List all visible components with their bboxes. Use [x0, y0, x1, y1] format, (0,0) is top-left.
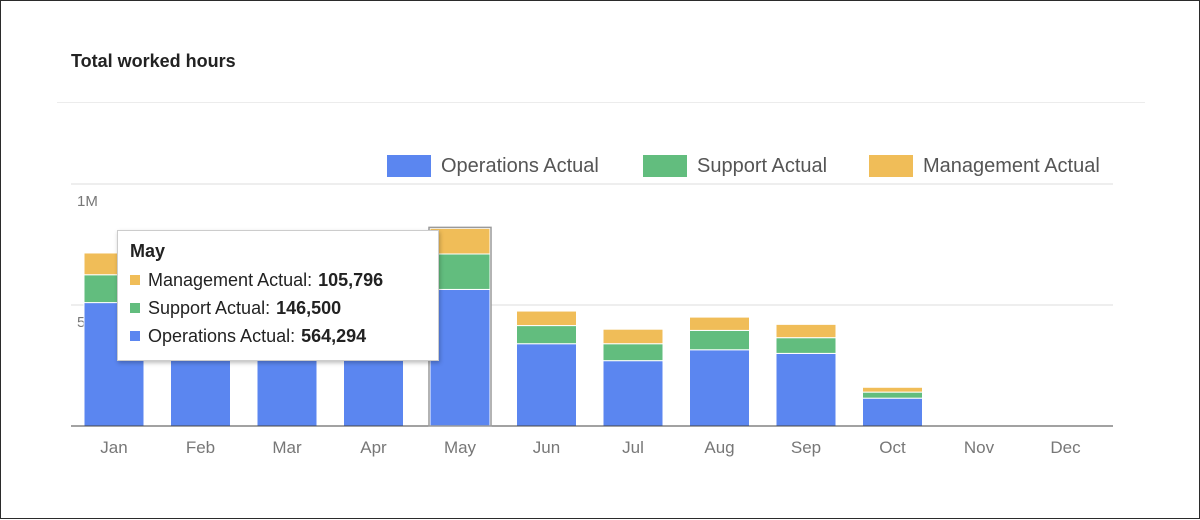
tooltip-swatch-support: [130, 303, 140, 313]
legend-item-support[interactable]: Support Actual: [643, 153, 827, 179]
bar-aug-management[interactable]: [689, 316, 750, 331]
bar-oct-operations[interactable]: [862, 397, 923, 427]
bar-aug-operations[interactable]: [689, 349, 750, 427]
tooltip-row-management: Management Actual: 105,796: [130, 266, 426, 294]
title-divider: [57, 102, 1145, 103]
x-tick-label-oct: Oct: [879, 438, 906, 457]
bar-jul-management[interactable]: [602, 328, 664, 345]
x-tick-label-aug: Aug: [704, 438, 734, 457]
x-tick-label-may: May: [444, 438, 477, 457]
tooltip-label-management: Management Actual:: [148, 269, 313, 290]
x-tick-label-sep: Sep: [791, 438, 821, 457]
tooltip-label-operations: Operations Actual:: [148, 325, 296, 346]
tooltip: May Management Actual: 105,796 Support A…: [117, 230, 439, 361]
bar-jul-support[interactable]: [602, 343, 664, 362]
bar-oct-management[interactable]: [862, 386, 923, 393]
x-tick-label-jan: Jan: [100, 438, 127, 457]
tooltip-label-support: Support Actual:: [148, 297, 271, 318]
x-tick-label-feb: Feb: [186, 438, 215, 457]
x-tick-label-apr: Apr: [360, 438, 387, 457]
legend-item-management[interactable]: Management Actual: [869, 153, 1100, 179]
x-tick-label-mar: Mar: [272, 438, 302, 457]
bar-sep-management[interactable]: [775, 323, 837, 339]
bar-jul-operations[interactable]: [602, 360, 664, 427]
legend-item-operations[interactable]: Operations Actual: [387, 153, 599, 179]
bar-jun-support[interactable]: [516, 325, 577, 345]
bar-jun-operations[interactable]: [516, 343, 577, 427]
tooltip-title: May: [130, 241, 166, 261]
legend-label-operations: Operations Actual: [441, 154, 599, 177]
bar-sep-support[interactable]: [775, 337, 837, 354]
x-tick-label-dec: Dec: [1050, 438, 1081, 457]
bar-may-operations[interactable]: [429, 288, 491, 427]
card-title: Total worked hours: [71, 51, 236, 71]
tooltip-value-support: 146,500: [276, 297, 342, 318]
tooltip-row-operations: Operations Actual: 564,294: [130, 322, 426, 350]
x-tick-label-nov: Nov: [964, 438, 995, 457]
bar-jun-management[interactable]: [516, 310, 577, 327]
tooltip-swatch-operations: [130, 331, 140, 341]
legend-label-support: Support Actual: [697, 154, 828, 177]
tooltip-row-support: Support Actual: 146,500: [130, 294, 426, 322]
tooltip-value-management: 105,796: [318, 269, 384, 290]
bar-may-support[interactable]: [429, 253, 491, 290]
bar-oct-support[interactable]: [862, 391, 923, 399]
x-tick-label-jul: Jul: [622, 438, 644, 457]
legend-swatch-support: [643, 155, 687, 177]
legend-swatch-operations: [387, 155, 431, 177]
x-tick-label-jun: Jun: [533, 438, 560, 457]
bar-aug-support[interactable]: [689, 329, 750, 351]
bar-may-management[interactable]: [429, 227, 491, 255]
bar-sep-operations[interactable]: [775, 352, 837, 427]
tooltip-value-operations: 564,294: [301, 325, 367, 346]
y-tick-label-1M: 1M: [77, 193, 98, 210]
legend-swatch-management: [869, 155, 913, 177]
tooltip-swatch-management: [130, 275, 140, 285]
legend-label-management: Management Actual: [923, 154, 1100, 177]
